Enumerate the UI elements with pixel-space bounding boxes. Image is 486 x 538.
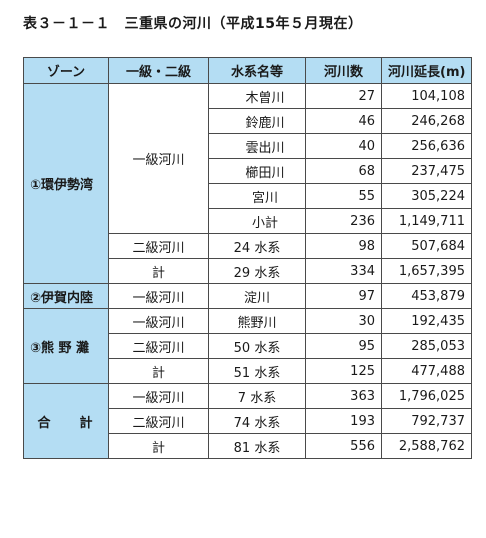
count-cell: 556 bbox=[305, 433, 382, 459]
system-cell: 淀川 bbox=[208, 283, 306, 309]
count-cell: 98 bbox=[305, 233, 382, 259]
class-cell: 一級河川 bbox=[108, 83, 209, 234]
header-system: 水系名等 bbox=[208, 57, 306, 84]
class-cell: 一級河川 bbox=[108, 383, 209, 409]
class-cell: 一級河川 bbox=[108, 308, 209, 334]
count-cell: 236 bbox=[305, 208, 382, 234]
table-row: 雲出川 40 256,636 bbox=[24, 133, 472, 159]
header-count: 河川数 bbox=[305, 57, 382, 84]
length-cell: 477,488 bbox=[381, 358, 472, 384]
count-cell: 125 bbox=[305, 358, 382, 384]
length-cell: 1,149,711 bbox=[381, 208, 472, 234]
count-cell: 68 bbox=[305, 158, 382, 184]
system-cell: 小計 bbox=[208, 208, 306, 234]
system-cell: 74 水系 bbox=[208, 408, 306, 434]
count-cell: 95 bbox=[305, 333, 382, 359]
table-row: ③熊 野 灘 一級河川 熊野川 30 192,435 bbox=[23, 308, 472, 384]
length-cell: 237,475 bbox=[381, 158, 472, 184]
system-cell: 7 水系 bbox=[208, 383, 306, 409]
system-cell: 24 水系 bbox=[208, 233, 306, 259]
system-cell: 櫛田川 bbox=[208, 158, 306, 184]
count-cell: 97 bbox=[305, 283, 382, 309]
count-cell: 193 bbox=[305, 408, 382, 434]
table-row: 櫛田川 68 237,475 bbox=[24, 158, 472, 184]
count-cell: 30 bbox=[305, 308, 382, 334]
count-cell: 363 bbox=[305, 383, 382, 409]
zone-cell-iga: ②伊賀内陸 bbox=[23, 283, 109, 309]
system-cell: 熊野川 bbox=[208, 308, 306, 334]
table-row: 二級河川 50 水系 95 285,053 bbox=[24, 333, 472, 359]
class-cell: 計 bbox=[108, 433, 209, 459]
table-row: 宮川 55 305,224 bbox=[24, 183, 472, 209]
table-row: 二級河川 24 水系 98 507,684 bbox=[24, 233, 472, 259]
header-class: 一級・二級 bbox=[108, 57, 209, 84]
system-cell: 宮川 bbox=[208, 183, 306, 209]
system-cell: 50 水系 bbox=[208, 333, 306, 359]
class-cell: 計 bbox=[108, 358, 209, 384]
count-cell: 334 bbox=[305, 258, 382, 284]
length-cell: 246,268 bbox=[381, 108, 472, 134]
header-row: ゾーン 一級・二級 水系名等 河川数 河川延長(m) bbox=[23, 57, 472, 84]
zone-cell-total: 合 計 bbox=[23, 383, 109, 459]
rivers-table: ゾーン 一級・二級 水系名等 河川数 河川延長(m) ①環伊勢湾 一級河川 木曽… bbox=[23, 57, 472, 459]
header-zone: ゾーン bbox=[23, 57, 109, 84]
class-cell: 二級河川 bbox=[108, 333, 209, 359]
length-cell: 104,108 bbox=[381, 83, 472, 109]
length-cell: 256,636 bbox=[381, 133, 472, 159]
class-cell: 二級河川 bbox=[108, 233, 209, 259]
class-cell: 一級河川 bbox=[108, 283, 209, 309]
table-title: 表３－１－１ 三重県の河川（平成15年５月現在） bbox=[23, 16, 363, 32]
system-cell: 29 水系 bbox=[208, 258, 306, 284]
length-cell: 2,588,762 bbox=[381, 433, 472, 459]
count-cell: 46 bbox=[305, 108, 382, 134]
table-row: 小計 236 1,149,711 bbox=[24, 208, 472, 234]
table-row: 鈴鹿川 46 246,268 bbox=[24, 108, 472, 134]
length-cell: 453,879 bbox=[381, 283, 472, 309]
table-row: 合 計 一級河川 7 水系 363 1,796,025 bbox=[23, 383, 472, 459]
length-cell: 792,737 bbox=[381, 408, 472, 434]
table-row: 計 81 水系 556 2,588,762 bbox=[24, 433, 472, 459]
system-cell: 81 水系 bbox=[208, 433, 306, 459]
count-cell: 55 bbox=[305, 183, 382, 209]
table-row: ①環伊勢湾 一級河川 木曽川 27 104,108 bbox=[23, 83, 472, 284]
length-cell: 192,435 bbox=[381, 308, 472, 334]
system-cell: 鈴鹿川 bbox=[208, 108, 306, 134]
zone-cell-kumano: ③熊 野 灘 bbox=[23, 308, 109, 384]
count-cell: 40 bbox=[305, 133, 382, 159]
table-row: 計 29 水系 334 1,657,395 bbox=[24, 258, 472, 284]
length-cell: 1,657,395 bbox=[381, 258, 472, 284]
length-cell: 507,684 bbox=[381, 233, 472, 259]
class-cell: 二級河川 bbox=[108, 408, 209, 434]
header-length: 河川延長(m) bbox=[381, 57, 472, 84]
length-cell: 285,053 bbox=[381, 333, 472, 359]
system-cell: 木曽川 bbox=[208, 83, 306, 109]
zone-cell-ise: ①環伊勢湾 bbox=[23, 83, 109, 284]
length-cell: 305,224 bbox=[381, 183, 472, 209]
length-cell: 1,796,025 bbox=[381, 383, 472, 409]
system-cell: 51 水系 bbox=[208, 358, 306, 384]
table-row: 計 51 水系 125 477,488 bbox=[24, 358, 472, 384]
count-cell: 27 bbox=[305, 83, 382, 109]
system-cell: 雲出川 bbox=[208, 133, 306, 159]
table-row: ②伊賀内陸 一級河川 淀川 97 453,879 bbox=[23, 283, 472, 309]
class-cell: 計 bbox=[108, 258, 209, 284]
